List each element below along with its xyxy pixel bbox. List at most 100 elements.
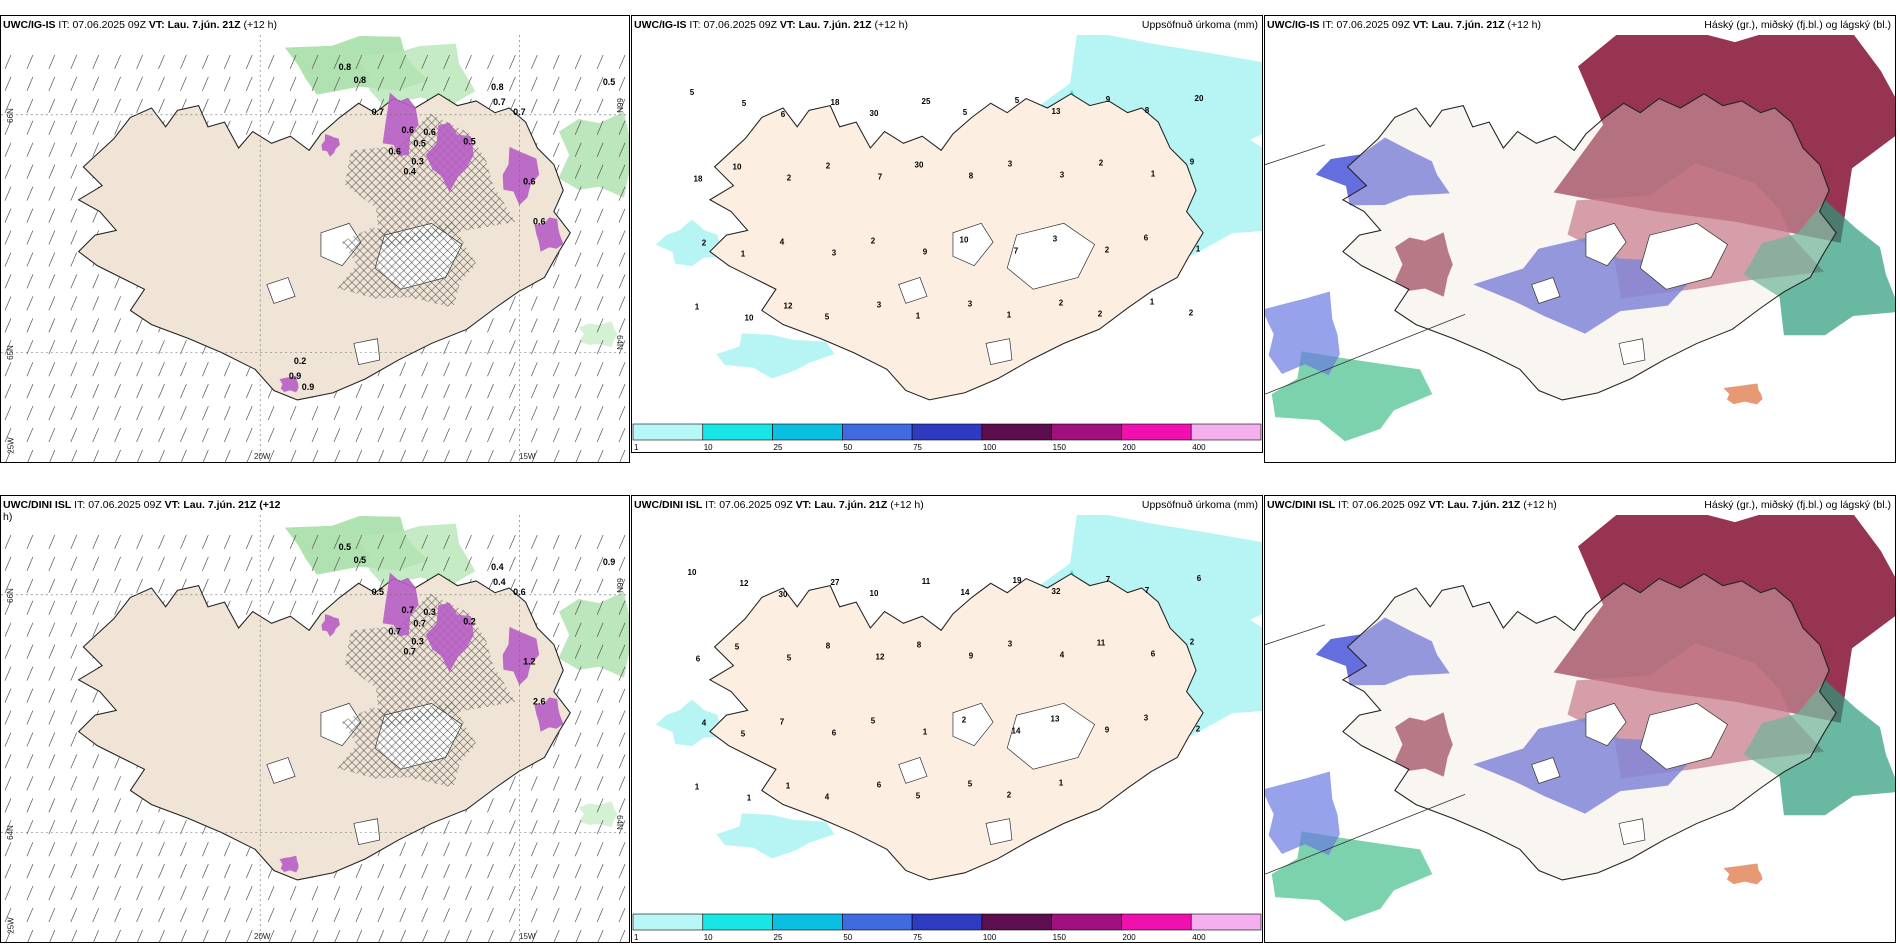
wind-barb bbox=[180, 885, 187, 901]
hatched-area bbox=[337, 221, 477, 308]
wind-barb bbox=[509, 76, 516, 92]
wind-barb bbox=[487, 534, 494, 550]
wind-map[interactable]: 0.8 0.8 0.7 0.6 0.5 0.7 0.5 0.8 0.6 0.7 0.6 0.3 0.4 0… bbox=[1, 35, 629, 462]
wind-barb bbox=[92, 534, 100, 550]
wind-barb bbox=[26, 732, 34, 747]
wind-barb bbox=[92, 98, 100, 113]
wind-barb bbox=[355, 384, 363, 399]
precip-value: 5 bbox=[871, 716, 876, 725]
wind-barb bbox=[552, 622, 560, 637]
colorbar-swatch bbox=[981, 423, 1052, 441]
purple-contour bbox=[279, 375, 299, 393]
precip-value: 9 bbox=[1105, 725, 1110, 734]
wind-barb bbox=[553, 929, 560, 942]
wind-barb bbox=[552, 252, 560, 267]
wind-barb bbox=[223, 427, 231, 443]
wind-barb bbox=[224, 929, 231, 942]
colorbar-tick: 400 bbox=[1192, 933, 1206, 942]
panel-title: UWC/DINI ISL IT: 07.06.2025 09Z VT: Lau.… bbox=[3, 499, 281, 523]
wind-barb bbox=[114, 405, 121, 421]
map-canvas: 1 10 25 50 75 100 150 200 400 bbox=[632, 423, 1262, 452]
wind-barb bbox=[618, 688, 626, 703]
precip-value: 12 bbox=[876, 653, 885, 662]
wind-barb bbox=[70, 318, 78, 333]
wind-barb bbox=[530, 427, 538, 443]
wind-barb bbox=[421, 54, 428, 70]
wind-barb bbox=[92, 76, 100, 92]
wind-barb bbox=[618, 600, 626, 615]
wind-barb bbox=[136, 384, 143, 399]
wind-barb bbox=[421, 384, 428, 399]
wind-barb bbox=[530, 907, 538, 923]
product-title: Uppsöfnuð úrkoma (mm) bbox=[1141, 499, 1258, 511]
precip-value: 3 bbox=[1008, 160, 1013, 169]
wind-barb bbox=[530, 798, 538, 813]
wind-barb bbox=[574, 186, 582, 201]
wind-barb bbox=[70, 732, 78, 747]
wind-barb bbox=[531, 929, 538, 942]
wind-barb bbox=[92, 776, 100, 791]
wind-barb bbox=[618, 578, 626, 593]
wind-barb bbox=[4, 776, 12, 791]
wind-barb bbox=[596, 534, 604, 550]
wind-barb bbox=[70, 252, 78, 267]
precip-map[interactable]: 5 5 6 18 30 25 5 5 13 9 8 20 18 10 2 2 7 30 8 3 3 2 1 9 2 1 4 3 2 9 10… bbox=[632, 35, 1262, 422]
wind-barb bbox=[552, 754, 560, 769]
wind-barb bbox=[289, 98, 297, 113]
wind-barb bbox=[596, 164, 604, 179]
wind-barb bbox=[465, 864, 472, 879]
wind-barb bbox=[289, 120, 297, 135]
wind-barb bbox=[574, 907, 582, 923]
wind-barb bbox=[223, 534, 231, 550]
wind-barb bbox=[596, 885, 604, 901]
wind-barb bbox=[355, 405, 363, 421]
wind-barb bbox=[136, 318, 143, 333]
wind-barb bbox=[71, 929, 78, 942]
wind-barb bbox=[158, 820, 165, 835]
wind-barb bbox=[618, 754, 626, 769]
wind-barb bbox=[70, 820, 78, 835]
product-title: Háský (gr.), miðský (fj.bl.) og lágský (… bbox=[1704, 499, 1891, 511]
precip-value: 13 bbox=[1052, 107, 1061, 116]
wind-barb bbox=[530, 776, 538, 791]
wind-barb bbox=[596, 54, 604, 70]
value-label: 0.9 bbox=[289, 371, 301, 381]
wind-barb bbox=[48, 534, 56, 550]
wind-barb bbox=[48, 842, 56, 857]
wind-barb bbox=[26, 120, 34, 135]
value-label: 0.5 bbox=[463, 137, 475, 147]
wind-barb bbox=[355, 864, 363, 879]
cloud-map[interactable] bbox=[1265, 515, 1895, 942]
wind-barb bbox=[4, 666, 12, 681]
wind-barb bbox=[92, 842, 100, 857]
colorbar-swatch bbox=[632, 913, 704, 931]
wind-barb bbox=[618, 340, 626, 355]
precip-value: 1 bbox=[695, 782, 700, 791]
wind-barb bbox=[574, 120, 582, 135]
cloud-map[interactable] bbox=[1265, 35, 1895, 462]
wind-map[interactable]: 0.5 0.5 0.5 0.7 0.7 0.4 0.9 0.4 0.7 0.6 0.3 0.3 0.7 0… bbox=[1, 515, 629, 942]
precip-map[interactable]: 10 12 30 27 10 11 14 19 32 7 7 6 6 5 5 8 12 8 9 3 4 11 6 2 4 5 7 6 5… bbox=[632, 515, 1262, 912]
wind-barb bbox=[158, 340, 165, 355]
precip-value: 11 bbox=[1097, 639, 1106, 648]
wind-barb bbox=[70, 362, 78, 377]
wind-barb bbox=[136, 362, 143, 377]
wind-barb bbox=[70, 776, 78, 791]
wind-barb bbox=[267, 885, 275, 901]
wind-barb bbox=[245, 578, 253, 593]
wind-barb bbox=[92, 907, 100, 923]
wind-barb bbox=[422, 449, 428, 462]
low-cloud bbox=[1265, 771, 1340, 856]
wind-barb bbox=[487, 929, 494, 942]
precip-value: 7 bbox=[780, 717, 785, 726]
precip-area bbox=[716, 813, 835, 859]
wind-barb bbox=[487, 405, 494, 421]
precip-value: 27 bbox=[831, 578, 840, 587]
value-label: 0.5 bbox=[413, 139, 425, 149]
wind-barb bbox=[290, 449, 297, 462]
wind-barb bbox=[355, 54, 363, 70]
wind-barb bbox=[158, 362, 165, 377]
wind-barb bbox=[596, 710, 604, 725]
wind-barb bbox=[596, 798, 604, 813]
precip-value: 5 bbox=[741, 729, 746, 738]
